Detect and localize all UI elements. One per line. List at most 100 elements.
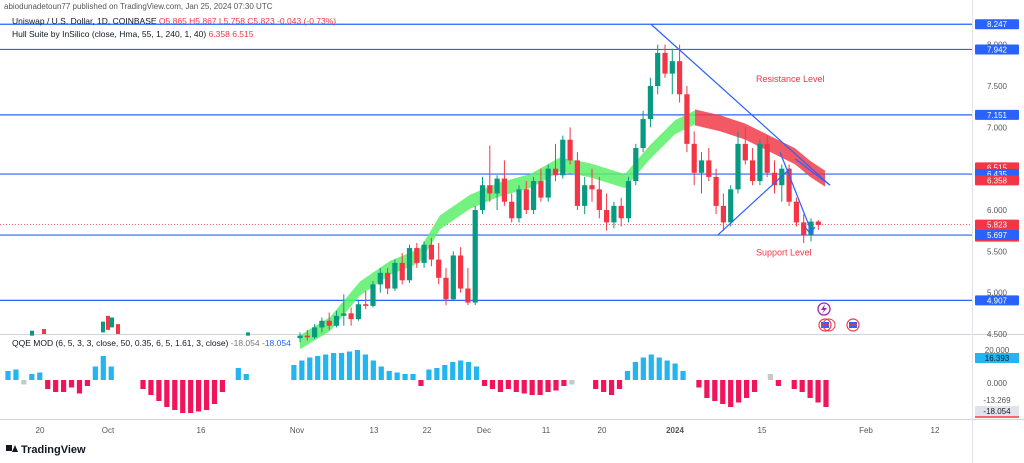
candle-body <box>560 139 566 176</box>
candle <box>414 243 420 268</box>
price-tag-label: 6.358 <box>987 176 1008 185</box>
qqe-bar <box>60 380 67 392</box>
hull-legend: Hull Suite by InSilico (close, Hma, 55, … <box>12 29 254 39</box>
candle-body <box>370 284 376 306</box>
candle <box>625 176 632 223</box>
qqe-bar <box>29 374 35 380</box>
time-tick-label: 13 <box>370 426 379 435</box>
qqe-bar <box>593 380 599 389</box>
candle <box>647 77 653 128</box>
candle <box>779 164 785 202</box>
candle-body <box>436 259 442 278</box>
qqe-bar <box>100 356 106 380</box>
candle <box>669 48 675 95</box>
qqe-bar <box>68 380 75 388</box>
qqe-tag-label: -18.054 <box>983 407 1011 416</box>
candle <box>801 214 807 244</box>
trend-line <box>650 23 831 186</box>
qqe-value-1: -18.054 <box>230 338 260 348</box>
candle <box>713 168 719 215</box>
time-tick-label: Dec <box>477 426 491 435</box>
candle <box>101 321 105 333</box>
qqe-bar <box>164 380 170 407</box>
hull-value-2: 6.515 <box>232 29 254 39</box>
candle-body <box>625 181 632 219</box>
qqe-bar <box>196 380 202 412</box>
candle <box>742 127 748 165</box>
candle-body <box>633 148 639 182</box>
price-tick-label: 4.500 <box>987 330 1008 339</box>
qqe-bar <box>156 380 162 401</box>
candle <box>786 164 792 206</box>
candle <box>596 176 602 219</box>
candle-body <box>574 160 580 206</box>
candle <box>341 294 347 326</box>
candle <box>523 181 529 215</box>
candle <box>399 252 405 285</box>
qqe-bar <box>767 374 774 380</box>
price-tag-label: 8.247 <box>987 20 1008 29</box>
candle-body <box>465 288 471 303</box>
price-tag-label: 6.435 <box>987 170 1008 179</box>
candle <box>326 312 332 330</box>
price-tick-label: 5.000 <box>987 289 1008 298</box>
candle <box>30 330 34 336</box>
candle <box>443 267 449 306</box>
candle <box>560 135 566 179</box>
candle <box>771 160 778 194</box>
candle-body <box>691 143 697 173</box>
qqe-label: QQE MOD (6, 5, 3, 3, close, 50, 0.35, 6,… <box>12 338 229 348</box>
candle-body <box>742 143 748 161</box>
price-tag-label: 5.697 <box>987 231 1008 240</box>
candle-body <box>392 262 398 289</box>
qqe-bar <box>307 357 313 380</box>
candle-body <box>589 185 595 190</box>
qqe-bar <box>473 366 480 380</box>
time-tick-label: 16 <box>197 426 206 435</box>
hull-value-1: 6.358 <box>208 29 230 39</box>
qqe-bar <box>299 360 305 380</box>
candle-body <box>801 222 807 235</box>
lightning-glyph-icon <box>821 304 827 314</box>
qqe-bar <box>648 354 654 380</box>
flag-event-icon <box>818 318 832 332</box>
candle-body <box>698 160 705 173</box>
qqe-bar <box>323 354 329 380</box>
candle <box>406 244 413 283</box>
trend-line <box>717 168 791 236</box>
candle <box>304 329 310 341</box>
price-tag-label: 6.515 <box>987 163 1008 172</box>
tradingview-brand[interactable]: TradingView <box>6 444 86 456</box>
arrow-head-icon <box>804 226 816 235</box>
candle <box>501 160 507 206</box>
candle-body <box>472 210 478 303</box>
candle-body <box>786 168 792 202</box>
candle <box>750 148 756 186</box>
qqe-bar <box>442 365 448 380</box>
candle <box>728 185 734 227</box>
candle <box>385 267 391 295</box>
candle-body <box>567 139 573 161</box>
trend-line <box>779 151 813 234</box>
qqe-bar <box>338 353 345 380</box>
candle-body <box>720 205 726 223</box>
qqe-bar <box>211 380 218 404</box>
qqe-bar <box>656 357 662 380</box>
qqe-tag: 16.393 <box>975 353 1019 363</box>
candle <box>333 310 340 328</box>
qqe-bar <box>434 368 440 380</box>
qqe-bar <box>291 365 297 380</box>
candle <box>494 175 500 210</box>
qqe-tag-box <box>975 353 1019 363</box>
qqe-bar <box>537 380 543 395</box>
qqe-bar <box>13 369 19 380</box>
qqe-tag-box <box>975 406 1019 416</box>
qqe-bar <box>84 380 91 386</box>
candle <box>472 205 478 306</box>
candle <box>421 241 427 268</box>
candle <box>479 176 486 215</box>
time-tick-label: 20 <box>598 426 607 435</box>
candle-body <box>494 178 500 194</box>
candle-body <box>728 189 734 223</box>
